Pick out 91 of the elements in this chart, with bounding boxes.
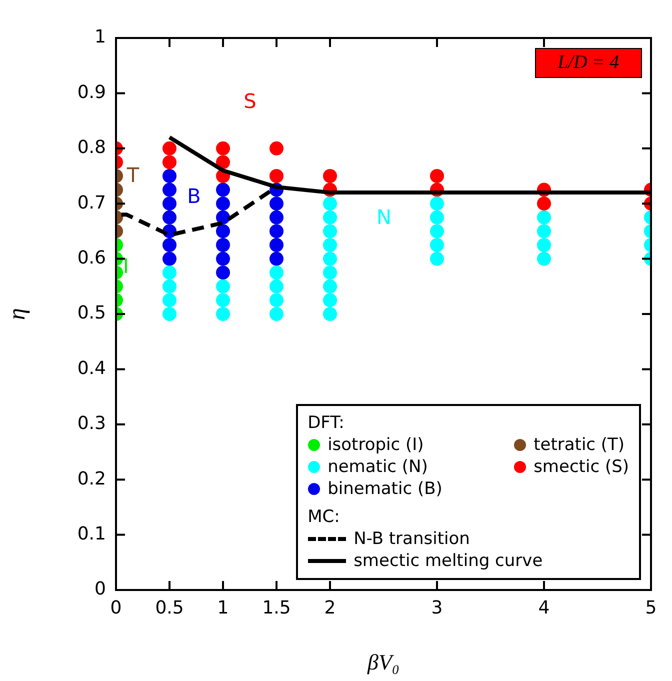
annotation: N <box>376 205 392 230</box>
point <box>323 169 337 183</box>
point <box>216 141 230 156</box>
x-tick-label: 1 <box>217 597 229 618</box>
x-tick-label: 0.5 <box>155 597 184 618</box>
y-tick-label: 0.4 <box>77 358 106 379</box>
point <box>430 238 444 252</box>
point <box>162 238 176 252</box>
point <box>323 210 337 224</box>
point <box>162 307 176 321</box>
point <box>430 210 444 224</box>
point <box>537 196 551 211</box>
point <box>270 252 284 266</box>
point <box>270 293 284 308</box>
point <box>537 210 551 224</box>
point <box>162 252 176 266</box>
x-tick-label: 5 <box>645 597 657 618</box>
point <box>216 182 230 197</box>
point <box>162 293 176 308</box>
point <box>323 279 337 294</box>
point <box>323 266 337 280</box>
legend-label: N-B transition <box>352 528 471 550</box>
annotation: DFT: <box>308 412 346 434</box>
x-axis-title: βV₀ <box>366 650 400 675</box>
point <box>537 224 551 238</box>
point <box>537 238 551 252</box>
point <box>323 307 337 321</box>
x-tick-label: 1.5 <box>262 597 291 618</box>
x-tick-label: 2 <box>324 597 336 618</box>
point <box>162 196 176 211</box>
point <box>323 252 337 266</box>
point <box>162 182 176 197</box>
legend-label: smectic (S) <box>532 456 629 478</box>
point <box>162 155 176 170</box>
annotation: MC: <box>308 506 341 528</box>
y-tick-label: 0.5 <box>77 302 106 324</box>
point <box>270 279 284 294</box>
point <box>323 224 337 238</box>
y-axis-title: η <box>4 308 31 320</box>
y-tick-label: 1 <box>94 26 106 48</box>
x-tick-label: 4 <box>538 597 550 618</box>
point <box>430 252 444 266</box>
point <box>216 307 230 321</box>
y-tick-label: 0.7 <box>77 192 106 214</box>
point <box>162 141 176 156</box>
point <box>216 252 230 266</box>
point <box>537 252 551 266</box>
x-tick-label: 0 <box>110 597 122 618</box>
point <box>162 266 176 280</box>
point <box>270 196 284 211</box>
point <box>216 266 230 280</box>
annotation: B <box>187 184 201 208</box>
point <box>216 238 230 252</box>
point <box>216 224 230 238</box>
y-tick-label: 0.3 <box>77 413 106 434</box>
point <box>270 238 284 252</box>
legend-label: binematic (B) <box>326 478 444 500</box>
point <box>216 293 230 308</box>
annotation: S <box>244 89 256 114</box>
annotation: I <box>123 254 129 278</box>
point <box>430 196 444 211</box>
legend-label: smectic melting curve <box>352 550 544 572</box>
point <box>270 210 284 224</box>
point <box>162 169 176 183</box>
point <box>430 169 444 183</box>
legend-label: tetratic (T) <box>532 434 625 456</box>
y-tick-label: 0.8 <box>77 137 106 158</box>
y-tick-label: 0 <box>94 578 106 600</box>
point <box>216 155 230 170</box>
point <box>270 266 284 280</box>
legend-label: nematic (N) <box>326 456 429 478</box>
point <box>216 279 230 294</box>
point <box>323 196 337 211</box>
annotation: T <box>126 163 140 188</box>
point <box>270 224 284 238</box>
point <box>162 210 176 224</box>
y-tick-label: 0.1 <box>77 523 106 544</box>
point <box>323 293 337 308</box>
point <box>162 279 176 294</box>
y-tick-label: 0.2 <box>77 468 106 490</box>
legend-label: isotropic (I) <box>326 434 425 456</box>
point <box>430 224 444 238</box>
y-tick-label: 0.9 <box>77 82 106 103</box>
point <box>323 238 337 252</box>
point <box>270 169 284 183</box>
point <box>216 196 230 211</box>
x-tick-label: 3 <box>431 597 443 618</box>
point <box>270 141 284 156</box>
text: L/D = 4 <box>534 48 642 78</box>
point <box>270 307 284 321</box>
y-tick-label: 0.6 <box>77 247 106 268</box>
